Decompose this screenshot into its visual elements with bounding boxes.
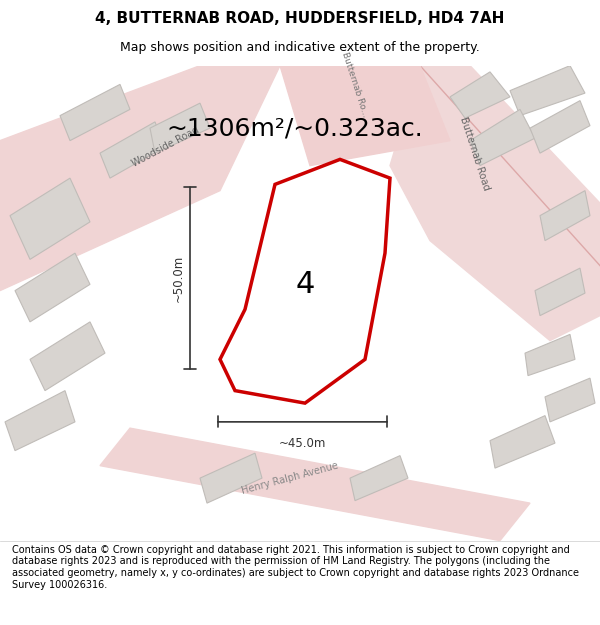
Polygon shape [530,101,590,153]
Polygon shape [525,334,575,376]
Polygon shape [535,268,585,316]
Polygon shape [100,428,530,541]
Polygon shape [5,391,75,451]
Text: ~1306m²/~0.323ac.: ~1306m²/~0.323ac. [167,116,424,140]
Polygon shape [350,456,408,501]
Polygon shape [15,253,90,322]
Text: ~45.0m: ~45.0m [279,437,326,449]
Polygon shape [60,84,130,141]
Polygon shape [220,159,390,403]
Polygon shape [100,122,165,178]
Polygon shape [10,178,90,259]
Text: Map shows position and indicative extent of the property.: Map shows position and indicative extent… [120,41,480,54]
Polygon shape [540,191,590,241]
Polygon shape [490,416,555,468]
Text: 4, BUTTERNAB ROAD, HUDDERSFIELD, HD4 7AH: 4, BUTTERNAB ROAD, HUDDERSFIELD, HD4 7AH [95,11,505,26]
Polygon shape [390,66,600,341]
Polygon shape [450,72,510,118]
Text: Butternab Ro...: Butternab Ro... [340,51,370,118]
Polygon shape [545,378,595,422]
Polygon shape [0,66,280,291]
Text: Butternab Road: Butternab Road [458,115,491,191]
Polygon shape [470,109,535,166]
Polygon shape [200,453,262,503]
Text: Henry Ralph Avenue: Henry Ralph Avenue [241,461,340,496]
Polygon shape [30,322,105,391]
Polygon shape [150,103,210,153]
Polygon shape [510,66,585,116]
Text: ~50.0m: ~50.0m [172,254,185,302]
Text: Woodside Road: Woodside Road [130,125,200,169]
Text: Contains OS data © Crown copyright and database right 2021. This information is : Contains OS data © Crown copyright and d… [12,545,579,589]
Text: 4: 4 [295,270,314,299]
Polygon shape [280,66,450,166]
